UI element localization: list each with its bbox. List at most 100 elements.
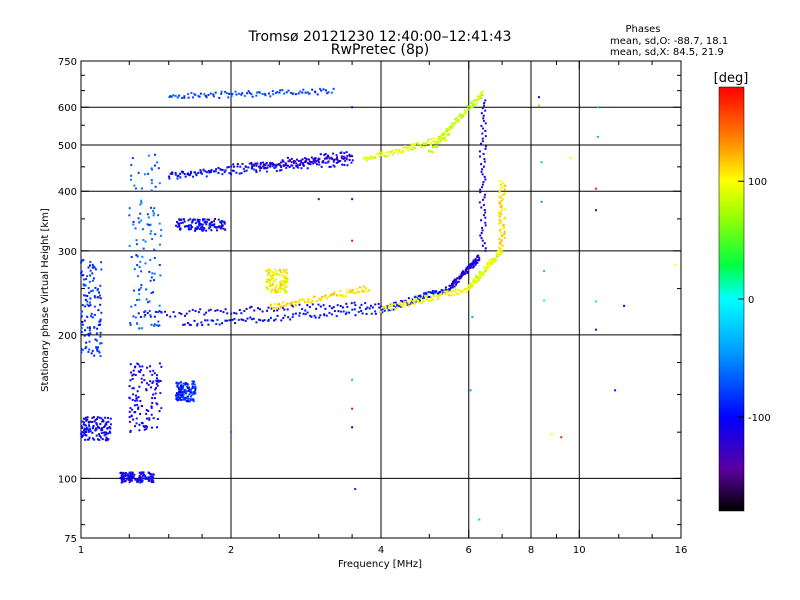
echo-point xyxy=(500,200,503,203)
echo-point xyxy=(281,159,284,162)
echo-point xyxy=(267,306,270,309)
stats-heading: Phases xyxy=(625,24,660,35)
echo-point xyxy=(356,287,359,290)
echo-point xyxy=(135,417,138,420)
echo-point xyxy=(481,186,484,189)
echo-point xyxy=(80,436,83,439)
echo-point xyxy=(150,167,153,170)
echo-point xyxy=(437,135,440,138)
echo-point xyxy=(383,305,386,308)
echo-point xyxy=(139,203,142,206)
echo-point xyxy=(442,290,445,293)
echo-point xyxy=(400,151,403,154)
echo-point xyxy=(89,332,92,335)
echo-point xyxy=(220,92,223,95)
echo-point xyxy=(128,471,131,474)
echo-point xyxy=(484,122,487,125)
echo-point xyxy=(187,93,190,96)
echo-point xyxy=(138,474,141,477)
echo-point xyxy=(286,272,289,275)
echo-point xyxy=(499,253,502,256)
y-tick-label: 400 xyxy=(58,187,77,198)
echo-point xyxy=(83,433,86,436)
echo-point xyxy=(183,173,186,176)
echo-point xyxy=(93,438,96,441)
echo-point xyxy=(391,304,394,307)
echo-point xyxy=(150,473,153,476)
echo-point xyxy=(385,154,388,157)
echo-point xyxy=(381,151,384,154)
echo-point xyxy=(220,220,223,223)
echo-point xyxy=(149,232,152,235)
echo-point xyxy=(418,299,421,302)
echo-point xyxy=(420,146,423,149)
echo-point xyxy=(139,369,142,372)
echo-point xyxy=(179,381,182,384)
echo-point xyxy=(445,292,448,295)
echo-point xyxy=(169,315,172,318)
echo-point xyxy=(480,112,483,115)
echo-point xyxy=(133,473,136,476)
echo-point xyxy=(406,300,409,303)
echo-point xyxy=(350,161,353,164)
echo-point xyxy=(364,290,367,293)
echo-point xyxy=(86,294,89,297)
echo-point xyxy=(333,165,336,168)
echo-point xyxy=(271,165,274,168)
echo-point xyxy=(191,387,194,390)
echo-point xyxy=(265,281,268,284)
echo-point xyxy=(340,310,343,313)
echo-point xyxy=(474,262,477,265)
echo-point xyxy=(479,276,482,279)
echo-point xyxy=(84,284,87,287)
echo-point xyxy=(99,331,102,334)
echo-point xyxy=(348,155,351,158)
echo-point xyxy=(401,151,404,154)
echo-point xyxy=(276,91,279,94)
echo-point xyxy=(131,474,134,477)
echo-point xyxy=(482,180,485,183)
echo-point xyxy=(419,144,422,147)
echo-point xyxy=(415,297,418,300)
echo-point xyxy=(453,285,456,288)
echo-point xyxy=(267,164,270,167)
echo-point xyxy=(235,171,238,174)
echo-point xyxy=(238,92,241,95)
echo-point xyxy=(176,177,179,180)
echo-point xyxy=(447,294,450,297)
echo-point xyxy=(469,284,472,287)
echo-point xyxy=(265,269,268,272)
echo-point xyxy=(397,152,400,155)
echo-point xyxy=(230,165,233,168)
echo-point xyxy=(259,308,262,311)
echo-point xyxy=(543,270,546,273)
echo-point xyxy=(480,219,483,222)
echo-point xyxy=(485,264,488,267)
echo-point xyxy=(150,479,153,482)
echo-point xyxy=(499,251,502,254)
echo-point xyxy=(82,258,85,261)
x-tick-label: 4 xyxy=(378,545,384,556)
echo-point xyxy=(152,417,155,420)
echo-point xyxy=(498,241,501,244)
echo-point xyxy=(135,397,138,400)
echo-point xyxy=(135,243,138,246)
echo-point xyxy=(501,250,504,253)
echo-point xyxy=(215,322,218,325)
echo-point xyxy=(176,399,179,402)
echo-point xyxy=(129,363,132,366)
echo-point xyxy=(270,307,273,310)
echo-point xyxy=(256,91,259,94)
echo-point xyxy=(109,417,112,420)
echo-point xyxy=(176,382,179,385)
echo-point xyxy=(275,165,278,168)
echo-point xyxy=(480,170,483,173)
echo-point xyxy=(412,146,415,149)
echo-point xyxy=(130,473,133,476)
echo-point xyxy=(84,433,87,436)
echo-point xyxy=(301,308,304,311)
echo-point xyxy=(142,472,145,475)
echo-point xyxy=(169,95,172,98)
echo-point xyxy=(276,309,279,312)
echo-point xyxy=(271,283,274,286)
